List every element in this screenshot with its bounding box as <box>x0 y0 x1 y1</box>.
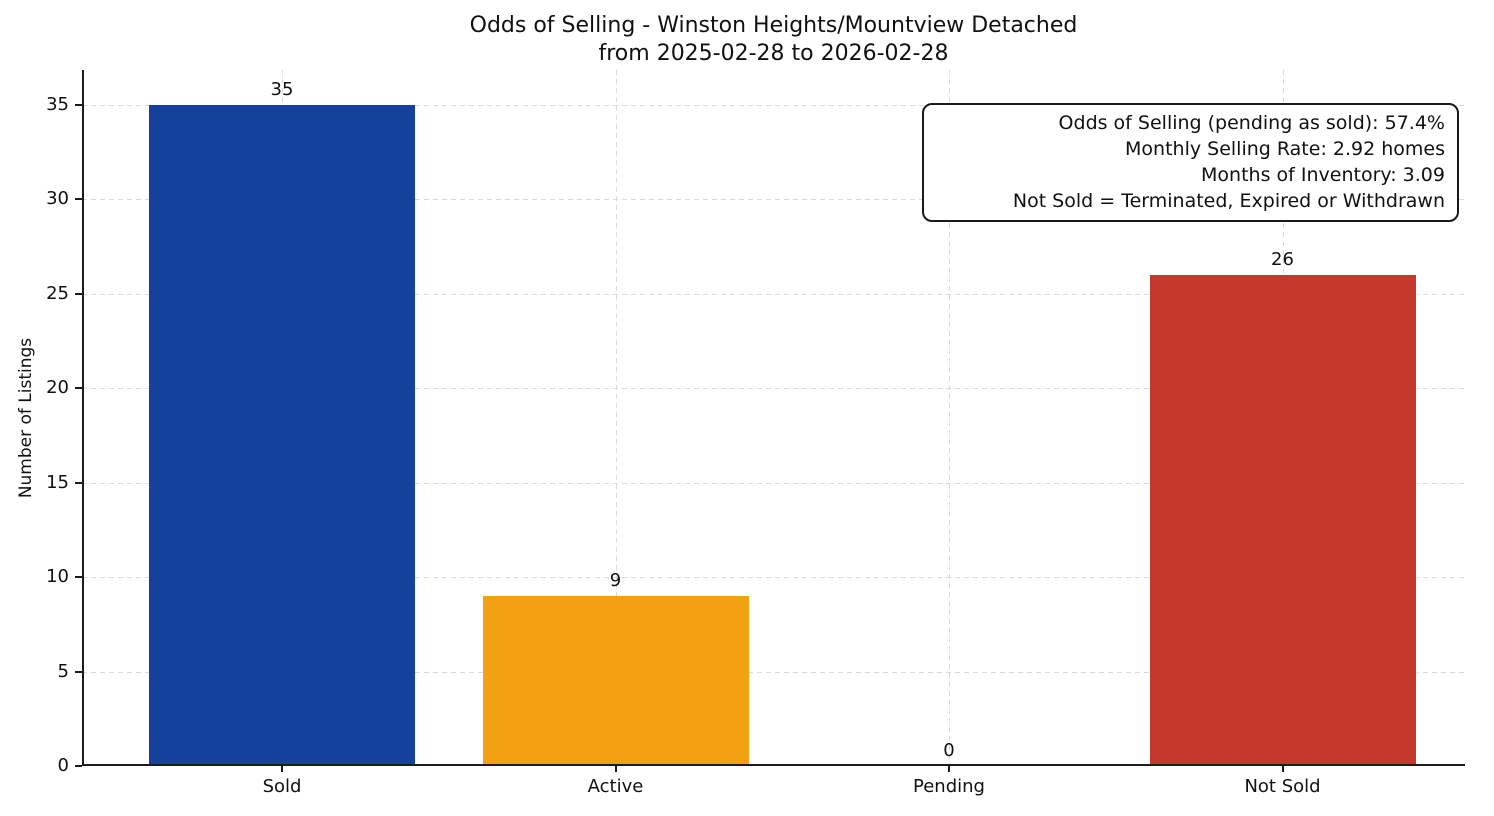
y-tick-label: 0 <box>57 755 69 776</box>
y-tick-mark <box>75 481 82 484</box>
x-tick-label-not-sold: Not Sold <box>1244 776 1321 797</box>
y-tick-label: 5 <box>57 660 69 682</box>
y-tick-mark <box>75 670 82 673</box>
y-tick-mark <box>75 576 82 579</box>
not-sold-definition-note: Not Sold = Terminated, Expired or Withdr… <box>1012 190 1445 212</box>
bar-active <box>482 596 749 766</box>
odds-of-selling-stat: Odds of Selling (pending as sold): 57.4% <box>1058 112 1445 134</box>
x-tick-label-pending: Pending <box>913 776 985 797</box>
chart-title: Odds of Selling - Winston Heights/Mountv… <box>469 13 1078 38</box>
plot-area: 0 5 10 15 20 25 30 35 35 Sold 9 Active 0 Pending 26 Not… <box>46 70 1465 797</box>
chart-title-block: Odds of Selling - Winston Heights/Mountv… <box>82 12 1465 68</box>
x-tick-mark <box>281 766 283 772</box>
x-tick-mark <box>948 766 950 772</box>
y-tick-label: 10 <box>46 566 69 588</box>
bar-value-label-active: 9 <box>609 570 622 591</box>
x-tick-label-active: Active <box>587 776 644 797</box>
y-tick-label: 30 <box>46 188 69 210</box>
stats-annotation-box: Odds of Selling (pending as sold): 57.4%… <box>922 103 1459 222</box>
y-tick-mark <box>75 198 82 201</box>
bar-value-label-pending: 0 <box>943 740 955 761</box>
y-tick-label: 15 <box>46 471 69 493</box>
h-gridline <box>82 671 1465 673</box>
h-gridline <box>82 104 1465 106</box>
y-tick-label: 35 <box>46 93 69 115</box>
y-axis-spine <box>82 70 84 766</box>
x-tick-label-sold: Sold <box>262 776 302 797</box>
h-gridline <box>82 482 1465 484</box>
monthly-selling-rate-stat: Monthly Selling Rate: 2.92 homes <box>1125 138 1445 160</box>
y-tick-mark <box>75 387 82 390</box>
bar-value-label-not-sold: 26 <box>1271 248 1294 270</box>
x-tick-mark <box>614 766 617 772</box>
chart-subtitle: from 2025-02-28 to 2026-02-28 <box>598 41 949 66</box>
y-tick-label: 20 <box>46 377 69 399</box>
bar-not-sold <box>1149 274 1416 766</box>
h-gridline <box>82 293 1465 295</box>
h-gridline <box>82 388 1465 390</box>
y-tick-mark <box>75 292 82 295</box>
x-tick-mark <box>1281 766 1284 772</box>
v-gridline <box>615 70 617 766</box>
bar-sold <box>149 104 415 766</box>
x-axis-spine <box>82 764 1465 766</box>
y-tick-mark <box>75 103 82 106</box>
bar-value-label-sold: 35 <box>270 78 294 100</box>
y-tick-mark <box>75 765 82 767</box>
h-gridline <box>82 199 1465 201</box>
h-gridline <box>82 577 1465 579</box>
v-gridline <box>949 70 950 766</box>
y-tick-label: 25 <box>46 282 69 304</box>
y-axis-title: Number of Listings <box>16 337 36 499</box>
months-of-inventory-stat: Months of Inventory: 3.09 <box>1201 164 1445 186</box>
